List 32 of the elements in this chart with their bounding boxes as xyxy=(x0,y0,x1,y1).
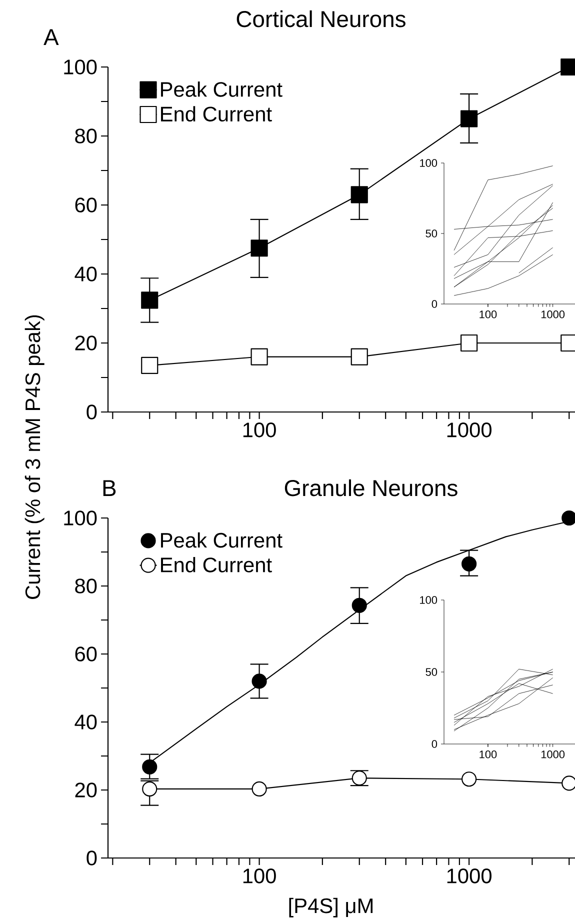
chart-title: Granule Neurons xyxy=(284,479,458,496)
y-tick-label: 20 xyxy=(75,782,97,798)
y-tick-label: 100 xyxy=(420,159,438,167)
y-tick-label: 100 xyxy=(64,60,97,74)
chart-title: Cortical Neurons xyxy=(236,10,406,28)
y-tick-label: 60 xyxy=(75,646,97,662)
x-tick-label: 1000 xyxy=(447,868,492,884)
y-tick-label: 80 xyxy=(75,128,97,144)
y-tick-label: 0 xyxy=(86,404,97,420)
legend-label: Peak Current xyxy=(161,532,282,548)
y-tick-label: 50 xyxy=(426,668,438,676)
legend-label: End Current xyxy=(161,557,272,572)
y-tick-label: 50 xyxy=(426,230,438,238)
y-tick-label: 0 xyxy=(432,300,438,308)
y-tick-label: 0 xyxy=(86,850,97,866)
legend-label: Peak Current xyxy=(161,82,282,97)
x-tick-label: 1000 xyxy=(541,750,565,758)
y-tick-label: 80 xyxy=(75,578,97,594)
x-tick-label: 1000 xyxy=(541,310,565,318)
y-tick-label: 100 xyxy=(420,596,438,604)
y-tick-label: 0 xyxy=(432,740,438,748)
y-tick-label: 100 xyxy=(64,510,97,526)
y-axis-title: Current (% of 3 mM P4S peak) xyxy=(24,315,44,599)
x-tick-label: 1000 xyxy=(447,422,492,438)
y-tick-label: 20 xyxy=(75,336,97,350)
x-axis-title: [P4S] μM xyxy=(289,898,373,918)
y-tick-label: 60 xyxy=(75,198,97,212)
y-tick-label: 40 xyxy=(74,714,97,730)
text: B xyxy=(103,480,116,496)
legend-label: End Current xyxy=(161,106,272,122)
y-tick-label: 40 xyxy=(74,266,97,282)
text: A xyxy=(44,29,59,45)
